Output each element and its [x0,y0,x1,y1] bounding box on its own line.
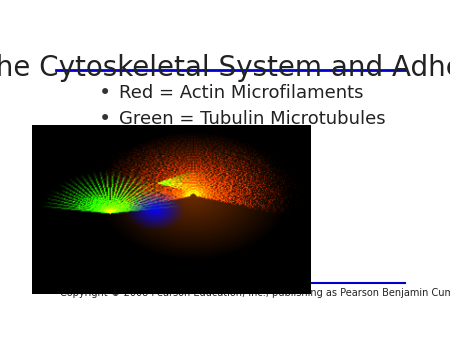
Text: Green = Tubulin Microtubules: Green = Tubulin Microtubules [119,110,386,128]
Text: Copyright © 2008 Pearson Education, Inc., publishing as Pearson Benjamin Cumming: Copyright © 2008 Pearson Education, Inc.… [60,288,450,298]
Text: Red = Actin Microfilaments: Red = Actin Microfilaments [119,83,364,102]
Text: •: • [99,82,111,103]
Text: •: • [99,108,111,129]
Text: B. The Cytoskeletal System and Adhesion: B. The Cytoskeletal System and Adhesion [0,54,450,81]
